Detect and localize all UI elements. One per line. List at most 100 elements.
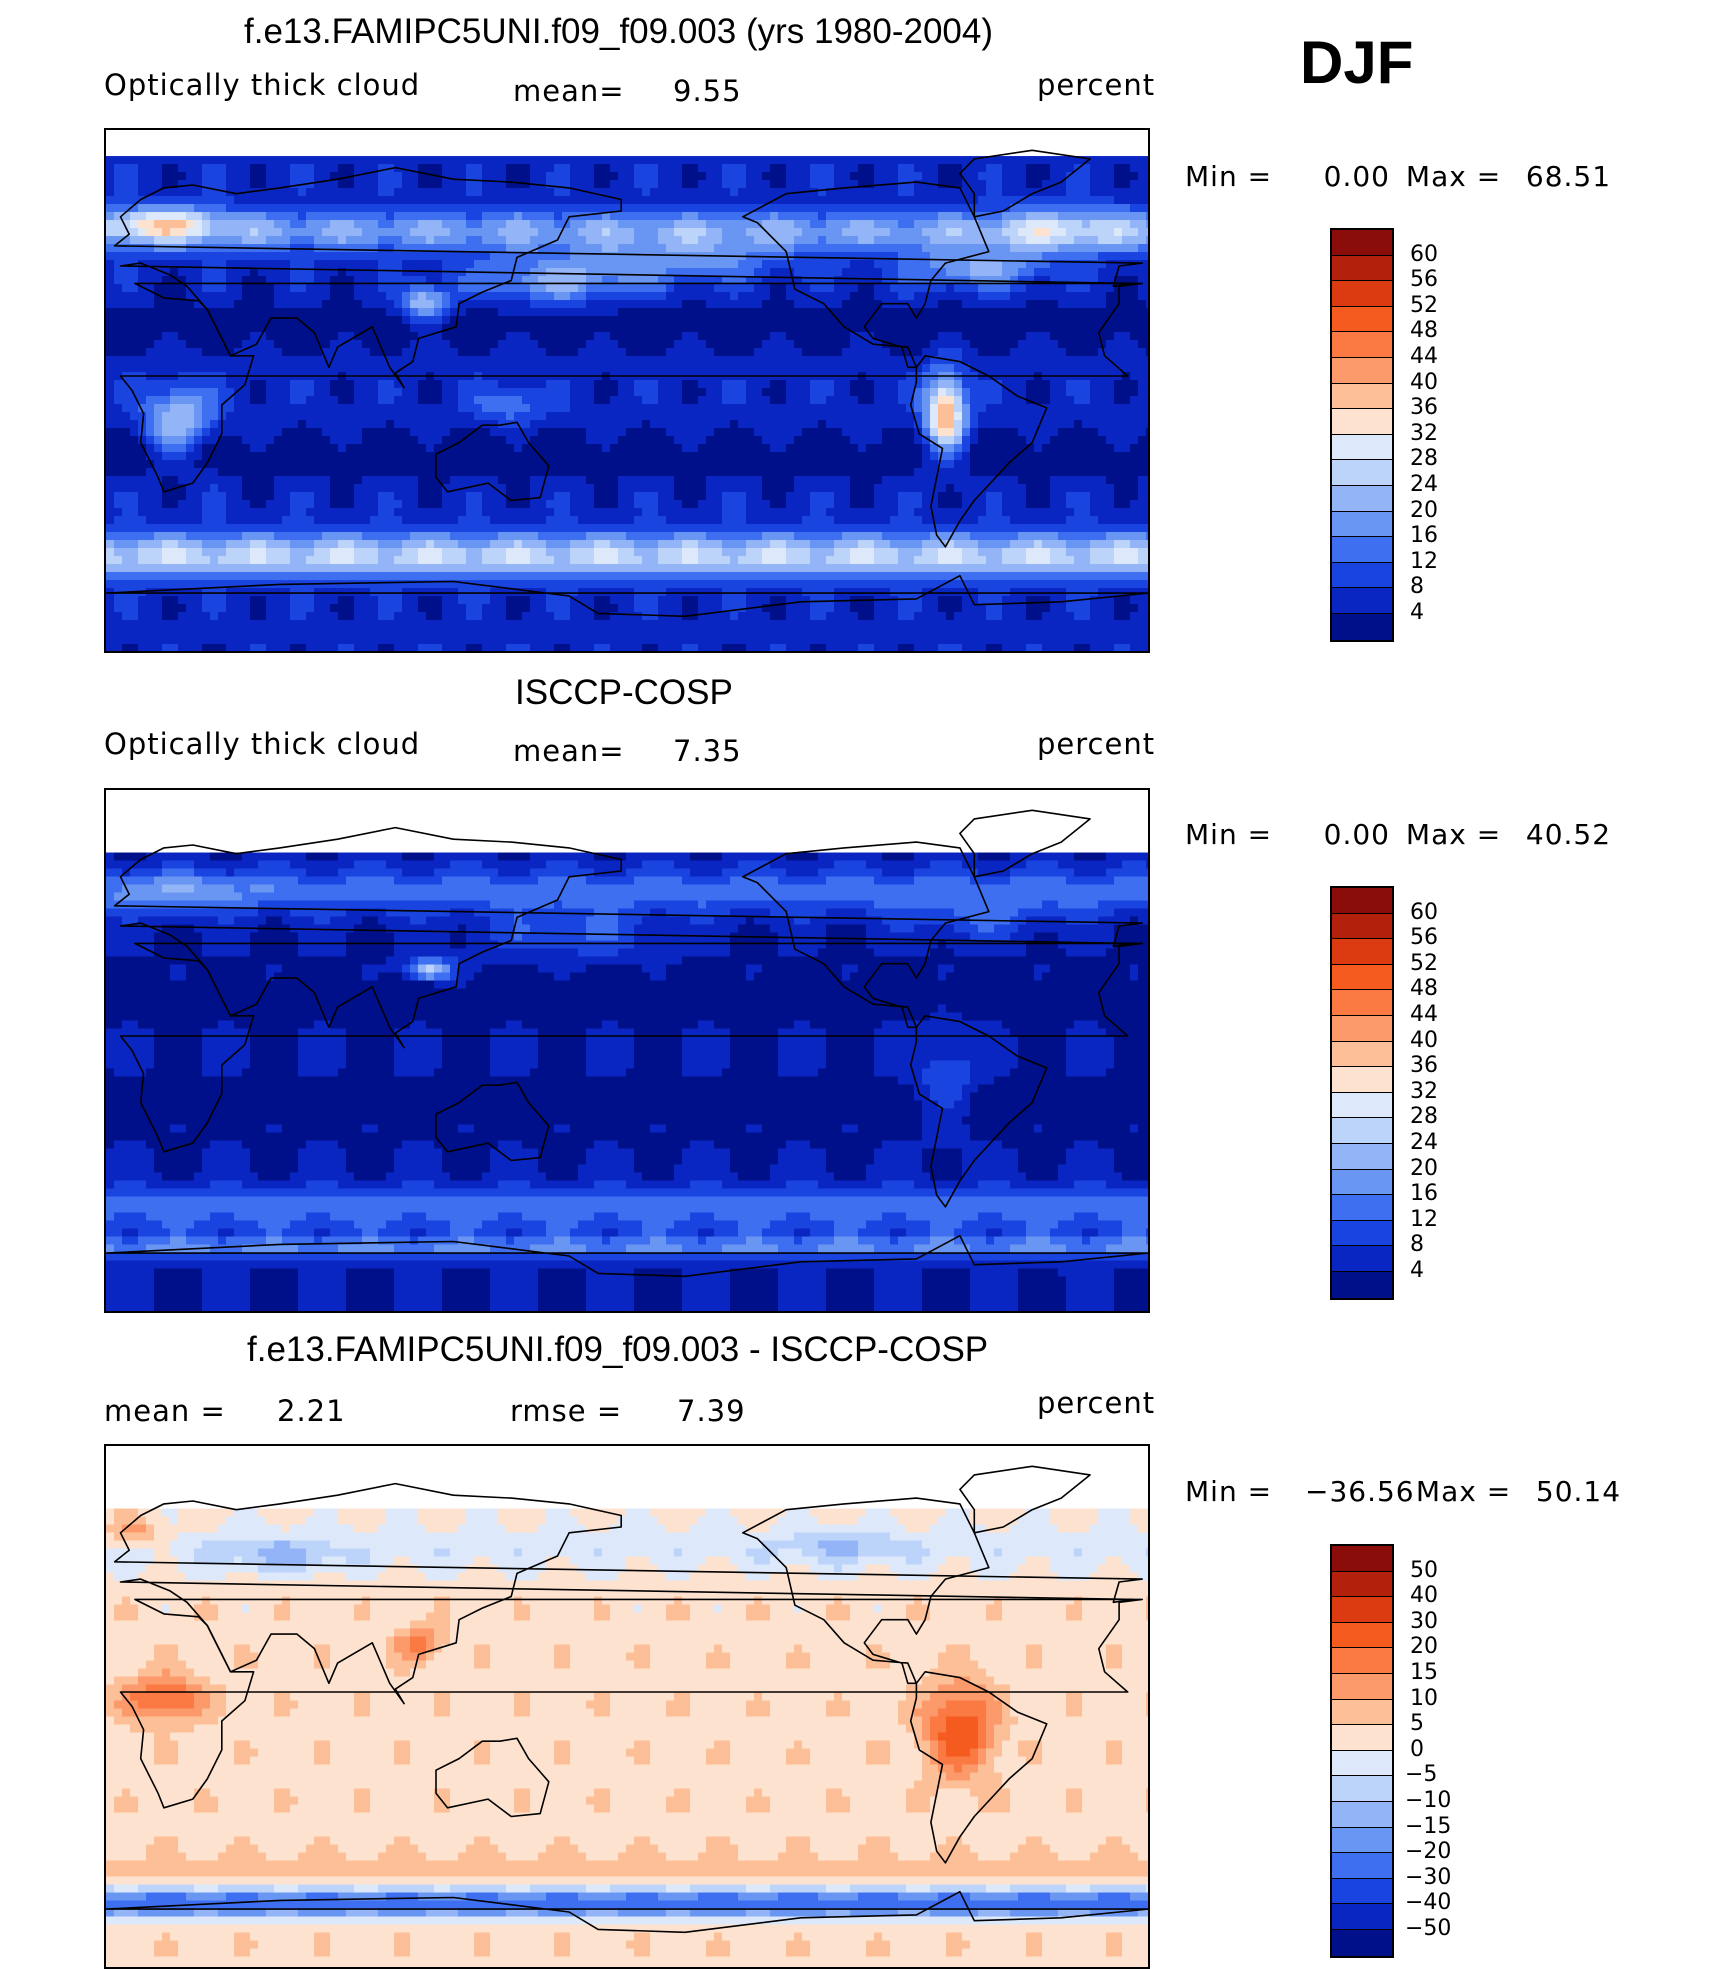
panel-2-mean-label: mean= (513, 734, 625, 768)
panel-2-variable-label: Optically thick cloud (104, 727, 420, 761)
panel-2-max-label: Max = (1406, 818, 1526, 851)
coastline (106, 1234, 1148, 1278)
panel-2-mean-value: 7.35 (673, 734, 742, 768)
panel-3-map (104, 1444, 1150, 1969)
colorbar-swatch (1332, 1929, 1392, 1956)
panel-1-colorbar (1330, 228, 1394, 642)
coastline (741, 181, 990, 369)
panel-2-stats: Min = 0.00 Max = 40.52 (1185, 818, 1610, 851)
colorbar-swatch (1332, 511, 1392, 538)
colorbar-tick-label: 52 (1410, 293, 1438, 318)
colorbar-tick-label: 44 (1410, 344, 1438, 369)
panel-1-max-value: 68.51 (1526, 160, 1610, 193)
season-label: DJF (1300, 28, 1413, 97)
colorbar-swatch (1332, 1725, 1392, 1751)
colorbar-tick-label: 30 (1410, 1609, 1438, 1634)
colorbar-tick-label: 56 (1410, 267, 1438, 292)
colorbar-swatch (1332, 1622, 1392, 1649)
colorbar-tick-label: 5 (1410, 1711, 1424, 1736)
colorbar-tick-label: 24 (1410, 472, 1438, 497)
colorbar-tick-label: −10 (1405, 1788, 1451, 1813)
colorbar-swatch (1332, 888, 1392, 914)
colorbar-swatch (1332, 588, 1392, 614)
colorbar-swatch (1332, 1750, 1392, 1777)
panel-3-map-svg (106, 1465, 1148, 1967)
panel-2-units-label: percent (1037, 727, 1155, 761)
panel-3-min-label: Min = (1185, 1475, 1305, 1508)
panel-1-max-label: Max = (1406, 160, 1526, 193)
colorbar-swatch (1332, 306, 1392, 333)
coastline (741, 841, 990, 1029)
panel-1-map (104, 128, 1150, 653)
panel-3-mean-label: mean = (104, 1394, 226, 1428)
colorbar-tick-label: 4 (1410, 1258, 1424, 1283)
colorbar-swatch (1332, 537, 1392, 563)
panel-2-max-value: 40.52 (1526, 818, 1610, 851)
colorbar-swatch (1332, 1853, 1392, 1879)
coastline (959, 149, 1091, 218)
colorbar-tick-label: 20 (1410, 1634, 1438, 1659)
colorbar-swatch (1332, 1827, 1392, 1854)
panel-3-max-value: 50.14 (1536, 1475, 1620, 1508)
colorbar-swatch (1332, 485, 1392, 512)
coastline (106, 1890, 1148, 1934)
colorbar-tick-label: −20 (1405, 1839, 1451, 1864)
colorbar-tick-label: 56 (1410, 925, 1438, 950)
panel-3-min-value: −36.56 (1305, 1475, 1414, 1508)
panel-3-rmse-value: 7.39 (677, 1394, 746, 1428)
colorbar-tick-label: 24 (1410, 1130, 1438, 1155)
colorbar-swatch (1332, 1801, 1392, 1828)
colorbar-swatch (1332, 562, 1392, 589)
colorbar-tick-label: 60 (1410, 242, 1438, 267)
colorbar-tick-label: −40 (1405, 1890, 1451, 1915)
colorbar-tick-label: 12 (1410, 1207, 1438, 1232)
colorbar-tick-label: 4 (1410, 600, 1424, 625)
colorbar-swatch (1332, 1546, 1392, 1572)
colorbar-swatch (1332, 1699, 1392, 1726)
colorbar-swatch (1332, 1195, 1392, 1221)
coastline (909, 355, 1048, 548)
panel-3-max-label: Max = (1416, 1475, 1536, 1508)
colorbar-tick-label: 52 (1410, 951, 1438, 976)
colorbar-swatch (1332, 1118, 1392, 1144)
colorbar-swatch (1332, 1878, 1392, 1905)
coastline (435, 1081, 550, 1162)
colorbar-tick-label: 28 (1410, 1104, 1438, 1129)
coastline (119, 1598, 1143, 1809)
colorbar-tick-label: 0 (1410, 1737, 1424, 1762)
coastline (959, 1465, 1091, 1534)
panel-3-title: f.e13.FAMIPC5UNI.f09_f09.003 - ISCCP-COS… (247, 1330, 988, 1370)
panel-3-rmse-label: rmse = (510, 1394, 622, 1428)
coastline (741, 1497, 990, 1685)
panel-1-mean-value: 9.55 (673, 74, 742, 108)
colorbar-tick-label: 36 (1410, 1053, 1438, 1078)
colorbar-swatch (1332, 1143, 1392, 1170)
colorbar-tick-label: 60 (1410, 900, 1438, 925)
coastline (435, 1737, 550, 1818)
colorbar-tick-label: 32 (1410, 421, 1438, 446)
colorbar-swatch (1332, 255, 1392, 282)
colorbar-tick-label: 32 (1410, 1079, 1438, 1104)
panel-2-colorbar (1330, 886, 1394, 1300)
coastline (113, 166, 1143, 389)
colorbar-tick-label: 20 (1410, 498, 1438, 523)
colorbar-swatch (1332, 1246, 1392, 1272)
colorbar-tick-label: 40 (1410, 1583, 1438, 1608)
colorbar-swatch (1332, 332, 1392, 358)
colorbar-tick-label: 16 (1410, 523, 1438, 548)
panel-1-stats: Min = 0.00 Max = 68.51 (1185, 160, 1610, 193)
colorbar-swatch (1332, 964, 1392, 991)
colorbar-swatch (1332, 409, 1392, 435)
colorbar-tick-label: 8 (1410, 574, 1424, 599)
colorbar-tick-label: 16 (1410, 1181, 1438, 1206)
colorbar-swatch (1332, 1169, 1392, 1196)
colorbar-tick-label: 15 (1410, 1660, 1438, 1685)
colorbar-tick-label: 36 (1410, 395, 1438, 420)
colorbar-swatch (1332, 1648, 1392, 1674)
colorbar-swatch (1332, 1041, 1392, 1068)
colorbar-tick-label: 28 (1410, 446, 1438, 471)
colorbar-swatch (1332, 1673, 1392, 1700)
colorbar-swatch (1332, 1092, 1392, 1119)
panel-1-variable-label: Optically thick cloud (104, 68, 420, 102)
colorbar-swatch (1332, 990, 1392, 1016)
